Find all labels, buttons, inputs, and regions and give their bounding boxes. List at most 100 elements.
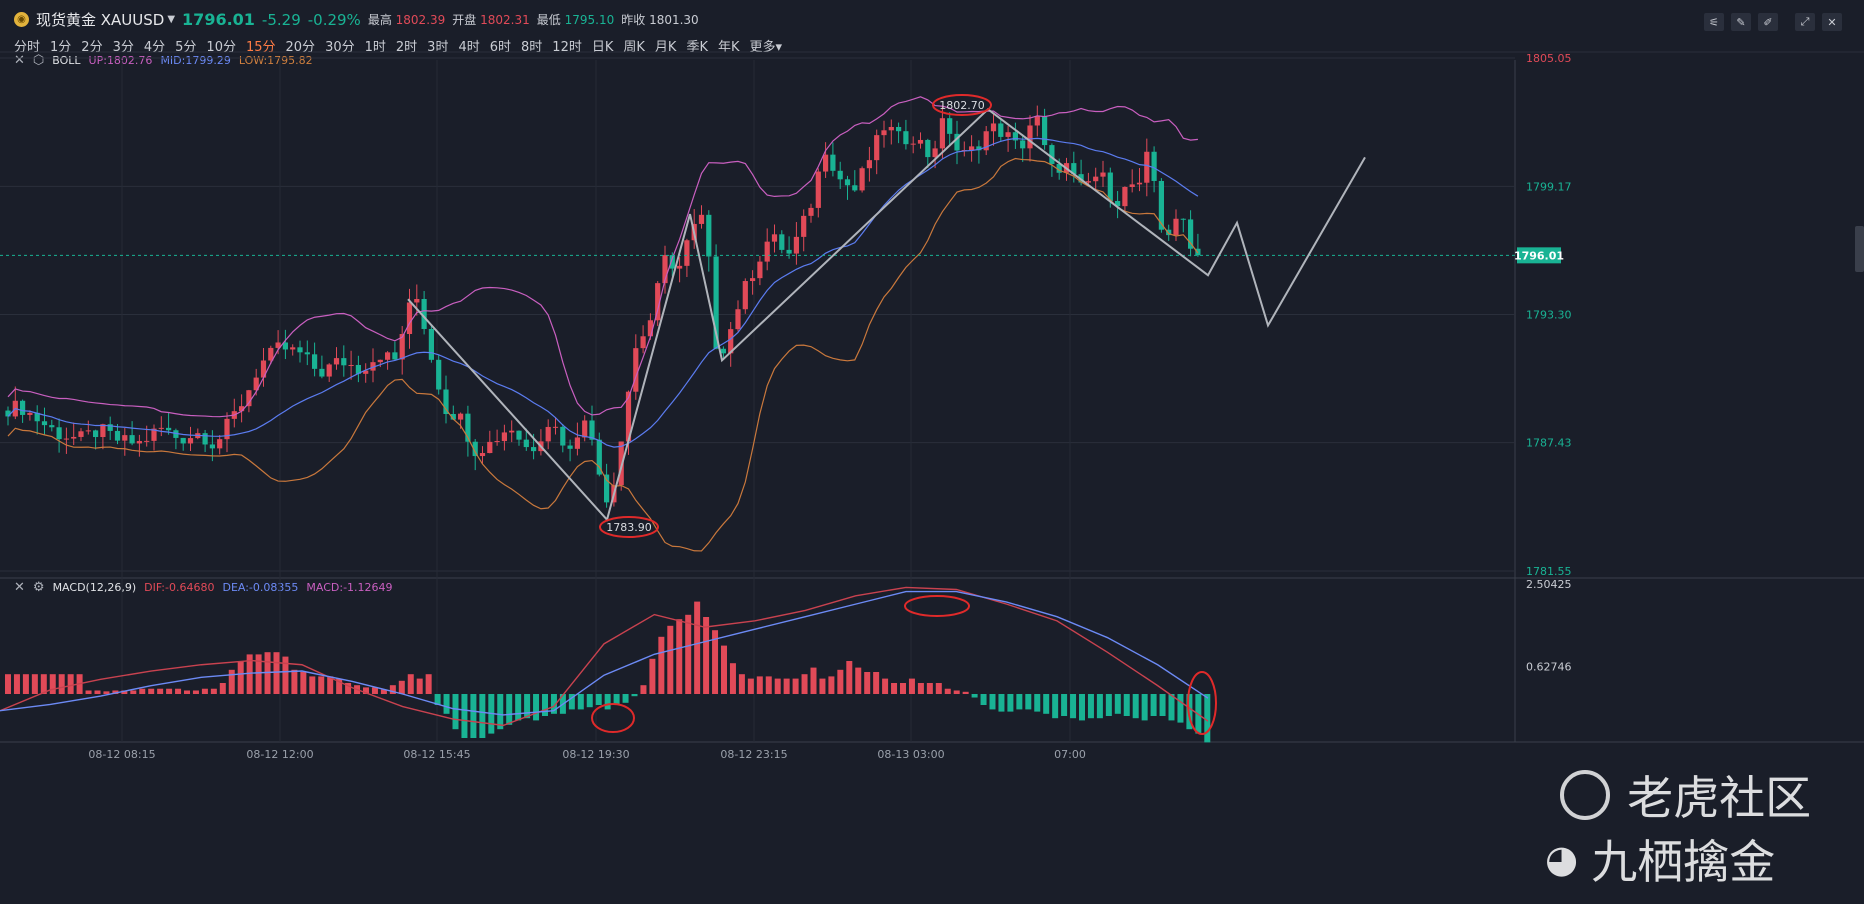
macd-bar-positive [398, 680, 405, 694]
x-tick-label: 07:00 [1054, 748, 1086, 761]
macd-bar-positive [166, 688, 173, 694]
candle-up [151, 428, 157, 441]
macd-bar-negative [1061, 694, 1068, 716]
candle-up [881, 130, 887, 136]
y-tick-label: 1805.05 [1526, 52, 1572, 65]
macd-bar-negative [1079, 694, 1085, 721]
period-tab[interactable]: 30分 [325, 40, 355, 55]
macd-bar-positive [255, 654, 262, 694]
x-tick-label: 08-12 12:00 [246, 748, 313, 761]
macd-bar-positive [112, 690, 119, 694]
period-tab[interactable]: 4分 [143, 40, 166, 55]
candle-down [1158, 180, 1164, 230]
candle-down [976, 146, 982, 151]
close-indicator-icon[interactable]: ✕ [14, 580, 25, 595]
expand-icon[interactable]: ⤢ [1795, 13, 1815, 31]
candle-up [1093, 176, 1099, 182]
candle-down [319, 368, 325, 377]
candle-down [93, 430, 99, 438]
period-tab[interactable]: 1分 [50, 40, 72, 55]
y-tick-label: 1781.55 [1526, 565, 1572, 578]
last-price-tag [1517, 247, 1561, 264]
candle-down [312, 354, 318, 369]
candle-down [837, 170, 843, 180]
macd-bar-positive [309, 676, 316, 694]
prev-close-stat: 昨收 1801.30 [621, 13, 699, 27]
candle-down [114, 430, 121, 441]
candle-up [509, 430, 515, 433]
candle-down [34, 412, 40, 422]
candle-down [56, 427, 62, 440]
candle-down [20, 400, 26, 415]
candle-down [355, 364, 361, 374]
edit-tool-icon[interactable]: ✐ [1758, 13, 1778, 31]
candle-down [173, 430, 179, 438]
candle-up [582, 420, 588, 438]
boll-name: BOLL [52, 54, 81, 67]
macd-bar-positive [282, 656, 289, 694]
close-indicator-icon[interactable]: ✕ [14, 53, 25, 68]
period-tab[interactable]: 10分 [206, 40, 236, 55]
candle-up [684, 240, 690, 266]
draw-pen-icon[interactable]: ✎ [1731, 13, 1751, 31]
symbol-selector[interactable]: 现货黄金 XAUUSD [36, 11, 165, 29]
macd-bar-positive [855, 667, 862, 694]
macd-y-tick-label: 0.62746 [1526, 660, 1572, 673]
candle-down [713, 256, 719, 349]
period-tab[interactable]: 周K [623, 40, 645, 55]
macd-bar-positive [649, 658, 656, 694]
gear-icon[interactable]: ⚙ [32, 580, 45, 595]
macd-bar-positive [345, 683, 352, 694]
period-tab[interactable]: 3分 [112, 40, 134, 55]
period-tab[interactable]: 15分 [245, 40, 276, 55]
candle-up [742, 281, 748, 310]
period-tab[interactable]: 2时 [395, 40, 418, 55]
macd-bar-positive [184, 690, 190, 694]
period-tab[interactable]: 年K [717, 40, 740, 55]
macd-bar-positive [58, 674, 65, 694]
candle-up [1100, 172, 1106, 177]
period-tab[interactable]: 日K [591, 40, 614, 55]
macd-bar-negative [461, 694, 468, 738]
period-tab[interactable]: 3时 [427, 40, 449, 55]
candle-up [1122, 186, 1128, 207]
period-tab[interactable]: 更多▾ [749, 40, 783, 55]
period-tab[interactable]: 6时 [489, 40, 512, 55]
macd-dif-line [0, 586, 1209, 727]
top-toolbar: ◉ 现货黄金 XAUUSD ▼ 1796.01 -5.29 -0.29% 最高 … [0, 0, 1864, 60]
macd-bar-positive [774, 678, 781, 694]
macd-bar-positive [389, 685, 396, 694]
close-icon[interactable]: ✕ [1822, 13, 1842, 31]
period-tab[interactable]: 20分 [285, 40, 316, 55]
period-tab[interactable]: 月K [654, 40, 677, 55]
candle-up [494, 441, 500, 443]
period-tab[interactable]: 1时 [364, 40, 386, 55]
period-tab[interactable]: 季K [686, 40, 708, 55]
candle-down [523, 439, 529, 448]
candle-up [290, 347, 296, 350]
macd-bar-negative [452, 694, 459, 730]
period-tab[interactable]: 8时 [521, 40, 543, 55]
macd-bar-positive [846, 661, 853, 694]
macd-bar-positive [792, 678, 799, 694]
indicator-tool-icon[interactable]: ⚟ [1704, 13, 1724, 31]
candle-up [552, 426, 559, 428]
watermark-weibo: ◕ 九栖擒金 [1545, 826, 1775, 892]
period-tab[interactable]: 4时 [458, 40, 480, 55]
boll-mid-line [7, 137, 1199, 448]
period-tab[interactable]: 5分 [175, 40, 197, 55]
settings-icon[interactable]: ⬡ [32, 53, 45, 68]
chevron-down-icon[interactable]: ▼ [167, 14, 176, 25]
candle-down [1020, 140, 1026, 149]
macd-bar-negative [515, 694, 522, 721]
candle-down [180, 437, 186, 444]
candle-up [414, 298, 420, 303]
period-tab[interactable]: 12时 [552, 40, 582, 55]
period-tab[interactable]: 2分 [81, 40, 103, 55]
macd-bar-negative [533, 694, 540, 721]
period-tab[interactable]: 分时 [14, 40, 41, 55]
candle-up [479, 453, 486, 457]
candle-up [815, 171, 821, 208]
macd-bar-negative [622, 694, 629, 703]
